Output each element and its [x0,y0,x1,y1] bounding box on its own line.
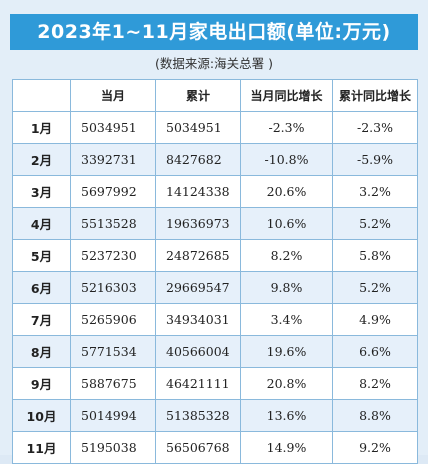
month-cell: 10月 [12,399,71,432]
monthly-value-cell: 5195038 [70,431,156,464]
month-cell: 1月 [12,111,71,144]
month-cell: 7月 [12,303,71,336]
table-row: 7月 5265906 34934031 3.4% 4.9% [12,303,418,336]
cumulative-value-cell: 40566004 [155,335,241,368]
monthly-yoy-cell: 20.6% [240,175,333,208]
cumulative-value-cell: 19636973 [155,207,241,240]
cumulative-yoy-cell: -5.9% [332,143,418,176]
monthly-yoy-cell: 14.9% [240,431,333,464]
table-row: 1月 5034951 5034951 -2.3% -2.3% [12,111,418,144]
month-cell: 3月 [12,175,71,208]
cumulative-value-cell: 8427682 [155,143,241,176]
cumulative-yoy-cell: 8.8% [332,399,418,432]
monthly-value-cell: 5887675 [70,367,156,400]
cumulative-value-cell: 34934031 [155,303,241,336]
header-monthly: 当月 [70,79,156,112]
table-row: 10月 5014994 51385328 13.6% 8.8% [12,399,418,432]
monthly-value-cell: 5237230 [70,239,156,272]
month-cell: 9月 [12,367,71,400]
table-row: 2月 3392731 8427682 -10.8% -5.9% [12,143,418,176]
monthly-yoy-cell: -10.8% [240,143,333,176]
cumulative-value-cell: 24872685 [155,239,241,272]
cumulative-yoy-cell: 5.2% [332,271,418,304]
table-row: 4月 5513528 19636973 10.6% 5.2% [12,207,418,240]
cumulative-yoy-cell: 4.9% [332,303,418,336]
monthly-yoy-cell: 19.6% [240,335,333,368]
monthly-yoy-cell: 8.2% [240,239,333,272]
page-title: 2023年1~11月家电出口额(单位:万元) [10,14,418,50]
data-source-note: (数据来源:海关总署 ) [155,56,273,71]
cumulative-value-cell: 29669547 [155,271,241,304]
month-cell: 4月 [12,207,71,240]
cumulative-value-cell: 51385328 [155,399,241,432]
monthly-value-cell: 5014994 [70,399,156,432]
cumulative-yoy-cell: 6.6% [332,335,418,368]
monthly-value-cell: 5216303 [70,271,156,304]
month-cell: 11月 [12,431,71,464]
table-row: 8月 5771534 40566004 19.6% 6.6% [12,335,418,368]
monthly-yoy-cell: 20.8% [240,367,333,400]
cumulative-yoy-cell: 9.2% [332,431,418,464]
monthly-yoy-cell: 3.4% [240,303,333,336]
table-body: 1月 5034951 5034951 -2.3% -2.3% 2月 3392731 84276… [12,111,418,464]
header-cumulative: 累计 [155,79,241,112]
table-header-row: 当月 累计 当月同比增长 累计同比增长 [12,79,418,112]
table-row: 9月 5887675 46421111 20.8% 8.2% [12,367,418,400]
monthly-value-cell: 5697992 [70,175,156,208]
month-cell: 8月 [12,335,71,368]
month-cell: 2月 [12,143,71,176]
monthly-value-cell: 5771534 [70,335,156,368]
cumulative-value-cell: 5034951 [155,111,241,144]
header-cumulative-yoy: 累计同比增长 [332,79,418,112]
header-monthly-yoy: 当月同比增长 [240,79,333,112]
cumulative-yoy-cell: -2.3% [332,111,418,144]
month-cell: 6月 [12,271,71,304]
cumulative-value-cell: 46421111 [155,367,241,400]
monthly-yoy-cell: 13.6% [240,399,333,432]
export-data-table: 当月 累计 当月同比增长 累计同比增长 1月 5034951 5034951 -2.3… [12,79,418,464]
table-row: 6月 5216303 29669547 9.8% 5.2% [12,271,418,304]
cumulative-yoy-cell: 5.2% [332,207,418,240]
cumulative-yoy-cell: 8.2% [332,367,418,400]
cumulative-value-cell: 56506768 [155,431,241,464]
table-row: 5月 5237230 24872685 8.2% 5.8% [12,239,418,272]
table-row: 11月 5195038 56506768 14.9% 9.2% [12,431,418,464]
monthly-yoy-cell: -2.3% [240,111,333,144]
cumulative-yoy-cell: 5.8% [332,239,418,272]
monthly-value-cell: 5265906 [70,303,156,336]
monthly-yoy-cell: 9.8% [240,271,333,304]
table-row: 3月 5697992 14124338 20.6% 3.2% [12,175,418,208]
header-month [12,79,71,112]
monthly-value-cell: 3392731 [70,143,156,176]
cumulative-yoy-cell: 3.2% [332,175,418,208]
monthly-value-cell: 5513528 [70,207,156,240]
monthly-value-cell: 5034951 [70,111,156,144]
cumulative-value-cell: 14124338 [155,175,241,208]
month-cell: 5月 [12,239,71,272]
monthly-yoy-cell: 10.6% [240,207,333,240]
